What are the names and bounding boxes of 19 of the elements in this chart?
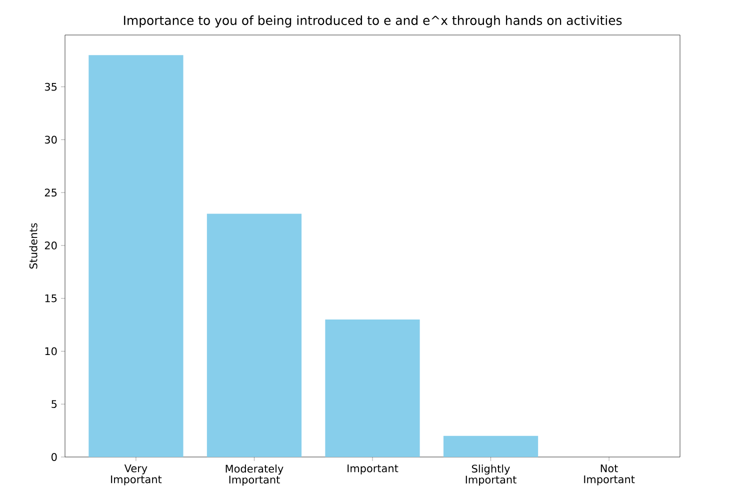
bar [443,436,538,457]
chart-title: Importance to you of being introduced to e and e^x through hands on activities [124,15,622,28]
x-tick-label: Important [348,464,398,474]
y-tick-label: 30 [44,136,57,144]
bar [88,55,184,457]
x-tick-label: Slightly Important [466,464,516,486]
y-tick-label: 20 [44,242,57,250]
x-tick-label: Very Important [111,464,162,486]
x-tick-label: Not Important [584,464,635,486]
y-tick-label: 15 [45,294,57,302]
y-tick-label: 5 [52,400,57,408]
bar [325,320,420,457]
y-tick-label: 25 [44,188,57,197]
y-tick-label: 10 [45,347,57,356]
y-tick-label: 0 [52,453,57,461]
y-axis-title: Students [29,223,38,269]
bar [206,214,302,457]
y-tick-label: 35 [44,82,57,91]
x-tick-label: Moderately Important [226,464,284,486]
